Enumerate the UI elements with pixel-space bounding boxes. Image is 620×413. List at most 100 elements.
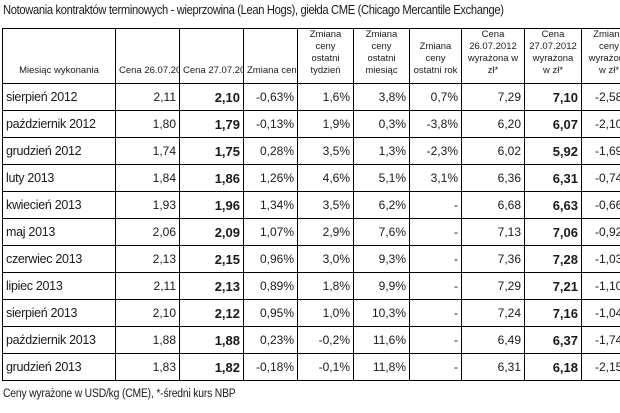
value-cell: 1,79 — [179, 110, 244, 138]
month-cell: kwiecień 2013 — [2, 191, 116, 219]
value-cell: 1,86 — [179, 164, 244, 192]
value-cell: - — [409, 245, 462, 273]
value-cell: 3,0% — [297, 245, 354, 273]
value-cell: 6,37 — [524, 326, 582, 354]
value-cell: 1,74 — [115, 137, 180, 165]
month-cell: październik 2013 — [2, 326, 116, 354]
table-title: Notowania kontraktów terminowych - wiepr… — [3, 2, 504, 17]
value-cell: - — [409, 299, 462, 327]
value-cell: 6,36 — [461, 164, 525, 192]
value-cell: -0,63% — [243, 83, 298, 111]
value-cell: - — [409, 326, 462, 354]
value-cell: 0,23% — [243, 326, 298, 354]
value-cell: -0,66% — [581, 191, 620, 219]
value-cell: 2,10 — [115, 299, 180, 327]
month-cell: luty 2013 — [2, 164, 116, 192]
value-cell: 7,06 — [524, 218, 582, 246]
month-cell: październik 2012 — [2, 110, 116, 138]
table-row: sierpień 2013 2,10 2,12 0,95% 1,0% 10,3% -7,24… — [2, 299, 620, 327]
column-header: Cena 26.07.2012 — [115, 28, 180, 84]
month-cell: grudzień 2013 — [2, 353, 116, 381]
value-cell: 6,63 — [524, 191, 582, 219]
value-cell: - — [409, 272, 462, 300]
value-cell: 1,88 — [179, 326, 244, 354]
value-cell: -1,74% — [581, 326, 620, 354]
value-cell: 4,6% — [297, 164, 354, 192]
month-cell: sierpień 2012 — [2, 83, 116, 111]
value-cell: -0,92% — [581, 218, 620, 246]
value-cell: 2,10 — [179, 83, 244, 111]
value-cell: -1,69% — [581, 137, 620, 165]
value-cell: 7,10 — [524, 83, 582, 111]
value-cell: 3,8% — [353, 83, 410, 111]
table-row: luty 2013 1,84 1,86 1,26% 4,6% 5,1% 3,1% 6,36 6,… — [2, 164, 620, 192]
value-cell: 9,3% — [353, 245, 410, 273]
value-cell: 1,07% — [243, 218, 298, 246]
value-cell: 1,80 — [115, 110, 180, 138]
table-row: lipiec 2013 2,11 2,13 0,89% 1,8% 9,9% -7,29 7,2… — [2, 272, 620, 300]
value-cell: 11,6% — [353, 326, 410, 354]
value-cell: 7,36 — [461, 245, 525, 273]
value-cell: 2,15 — [179, 245, 244, 273]
value-cell: 0,89% — [243, 272, 298, 300]
value-cell: -3,8% — [409, 110, 462, 138]
value-cell: 1,34% — [243, 191, 298, 219]
value-cell: 2,09 — [179, 218, 244, 246]
month-cell: grudzień 2012 — [2, 137, 116, 165]
value-cell: 1,88 — [115, 326, 180, 354]
column-header: Zmiana ceny ostatni tydzień — [297, 28, 354, 84]
value-cell: 0,3% — [353, 110, 410, 138]
table-row: czerwiec 2013 2,13 2,15 0,96% 3,0% 9,3% -7,36 7… — [2, 245, 620, 273]
value-cell: -0,1% — [297, 353, 354, 381]
month-cell: sierpień 2013 — [2, 299, 116, 327]
table-row: grudzień 2013 1,83 1,82 -0,18% -0,1% 11,8% -6,… — [2, 353, 620, 381]
value-cell: 3,5% — [297, 137, 354, 165]
value-cell: 1,83 — [115, 353, 180, 381]
column-header: Zmiana ceny — [243, 28, 298, 84]
month-cell: lipiec 2013 — [2, 272, 116, 300]
value-cell: 0,28% — [243, 137, 298, 165]
value-cell: 6,68 — [461, 191, 525, 219]
value-cell: 1,26% — [243, 164, 298, 192]
value-cell: 6,2% — [353, 191, 410, 219]
value-cell: 1,84 — [115, 164, 180, 192]
value-cell: 1,9% — [297, 110, 354, 138]
table-row: grudzień 2012 1,74 1,75 0,28% 3,5% 1,3% -2,3% 6… — [2, 137, 620, 165]
value-cell: 0,7% — [409, 83, 462, 111]
value-cell: 2,11 — [115, 272, 180, 300]
value-cell: 7,21 — [524, 272, 582, 300]
value-cell: 0,96% — [243, 245, 298, 273]
value-cell: 2,11 — [115, 83, 180, 111]
value-cell: -0,13% — [243, 110, 298, 138]
column-header: Cena 27.07.2012 wyrażona w zł* — [524, 28, 582, 84]
footnote: Ceny wyrażone w USD/kg (CME), *-średni k… — [3, 388, 236, 400]
value-cell: 3,5% — [297, 191, 354, 219]
value-cell: 6,18 — [524, 353, 582, 381]
value-cell: -1,10% — [581, 272, 620, 300]
value-cell: 7,29 — [461, 272, 525, 300]
value-cell: 5,92 — [524, 137, 582, 165]
column-header: Cena 27.07.2012 — [179, 28, 244, 84]
value-cell: 7,16 — [524, 299, 582, 327]
table-row: kwiecień 2013 1,93 1,96 1,34% 3,5% 6,2% -6,68 6… — [2, 191, 620, 219]
value-cell: 1,6% — [297, 83, 354, 111]
value-cell: 2,06 — [115, 218, 180, 246]
value-cell: 6,49 — [461, 326, 525, 354]
value-cell: 7,6% — [353, 218, 410, 246]
value-cell: 6,02 — [461, 137, 525, 165]
value-cell: 10,3% — [353, 299, 410, 327]
table-row: październik 2013 1,88 1,88 0,23% -0,2% 11,6% -… — [2, 326, 620, 354]
value-cell: 7,28 — [524, 245, 582, 273]
value-cell: -2,15% — [581, 353, 620, 381]
value-cell: 7,29 — [461, 83, 525, 111]
value-cell: -1,03% — [581, 245, 620, 273]
month-cell: maj 2013 — [2, 218, 116, 246]
value-cell: - — [409, 353, 462, 381]
value-cell: - — [409, 191, 462, 219]
value-cell: -2,3% — [409, 137, 462, 165]
value-cell: -0,74% — [581, 164, 620, 192]
value-cell: 3,1% — [409, 164, 462, 192]
value-cell: 2,13 — [179, 272, 244, 300]
